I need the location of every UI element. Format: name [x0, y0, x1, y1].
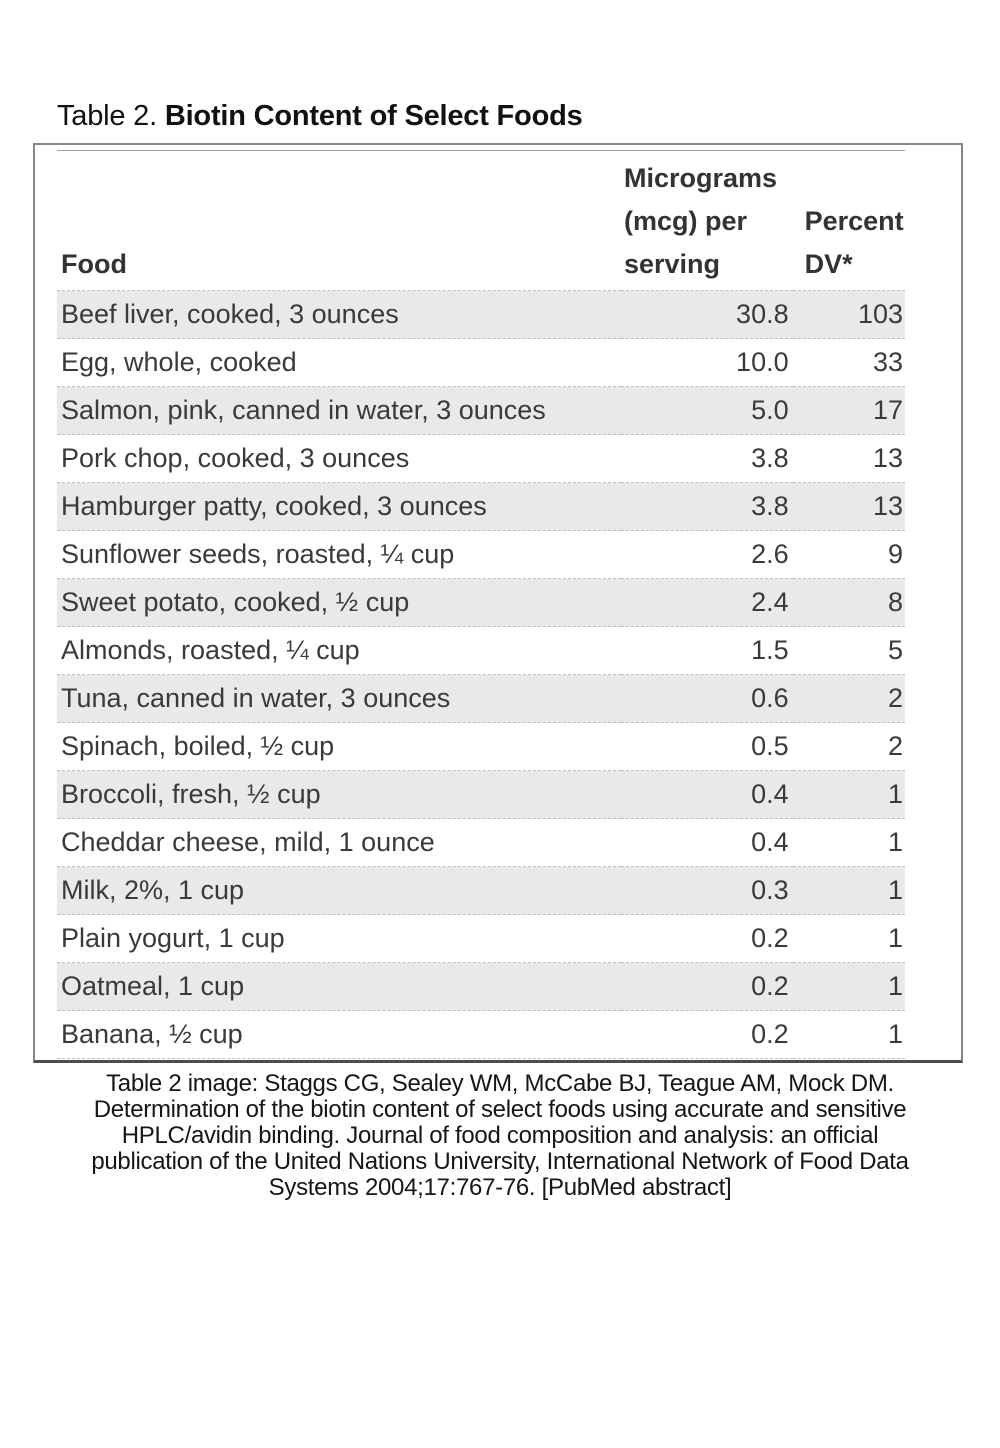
column-header-percent-dv: Percent DV*: [792, 150, 905, 292]
mcg-cell: 1.5: [620, 626, 793, 676]
mcg-cell: 0.5: [620, 722, 793, 772]
table-body: Beef liver, cooked, 3 ounces 30.8 103 Egg, …: [57, 290, 905, 1060]
dv-cell: 13: [792, 434, 905, 484]
citation-line: Determination of the biotin content of s…: [93, 1096, 907, 1124]
table-row: Milk, 2%, 1 cup 0.3 1: [57, 866, 905, 916]
dv-cell: 2: [792, 722, 905, 772]
food-cell: Hamburger patty, cooked, 3 ounces: [57, 482, 621, 532]
food-cell: Banana, ½ cup: [57, 1010, 621, 1060]
food-cell: Almonds, roasted, ¼ cup: [57, 626, 621, 676]
dv-cell: 17: [792, 386, 905, 436]
citation-line: publication of the United Nations Univer…: [91, 1148, 909, 1176]
mcg-cell: 10.0: [620, 338, 793, 388]
table-row: Almonds, roasted, ¼ cup 1.5 5: [57, 626, 905, 676]
table-row: Broccoli, fresh, ½ cup 0.4 1: [57, 770, 905, 820]
food-cell: Tuna, canned in water, 3 ounces: [57, 674, 621, 724]
food-cell: Beef liver, cooked, 3 ounces: [57, 290, 621, 340]
dv-cell: 1: [792, 866, 905, 916]
dv-cell: 2: [792, 674, 905, 724]
citation-line: HPLC/avidin binding. Journal of food com…: [121, 1122, 879, 1150]
table-row: Sunflower seeds, roasted, ¼ cup 2.6 9: [57, 530, 905, 580]
table-number-label: Table 2.: [57, 100, 165, 132]
dv-cell: 1: [792, 818, 905, 868]
food-cell: Sunflower seeds, roasted, ¼ cup: [57, 530, 621, 580]
mcg-cell: 0.3: [620, 866, 793, 916]
food-cell: Pork chop, cooked, 3 ounces: [57, 434, 621, 484]
food-cell: Broccoli, fresh, ½ cup: [57, 770, 621, 820]
mcg-cell: 0.2: [620, 1010, 793, 1060]
table-row: Cheddar cheese, mild, 1 ounce 0.4 1: [57, 818, 905, 868]
dv-cell: 1: [792, 1010, 905, 1060]
mcg-cell: 0.4: [620, 818, 793, 868]
table-title-text: Biotin Content of Select Foods: [164, 100, 583, 132]
mcg-cell: 0.2: [620, 962, 793, 1012]
mcg-cell: 0.6: [620, 674, 793, 724]
food-cell: Cheddar cheese, mild, 1 ounce: [57, 818, 621, 868]
mcg-cell: 2.6: [620, 530, 793, 580]
mcg-cell: 3.8: [620, 482, 793, 532]
mcg-cell: 5.0: [620, 386, 793, 436]
dv-cell: 103: [792, 290, 905, 340]
food-cell: Spinach, boiled, ½ cup: [57, 722, 621, 772]
dv-cell: 33: [792, 338, 905, 388]
table-row: Pork chop, cooked, 3 ounces 3.8 13: [57, 434, 905, 484]
mcg-cell: 0.2: [620, 914, 793, 964]
table-row: Banana, ½ cup 0.2 1: [57, 1010, 905, 1060]
table-row: Hamburger patty, cooked, 3 ounces 3.8 13: [57, 482, 905, 532]
food-cell: Oatmeal, 1 cup: [57, 962, 621, 1012]
food-cell: Salmon, pink, canned in water, 3 ounces: [57, 386, 621, 436]
mcg-cell: 2.4: [620, 578, 793, 628]
dv-cell: 9: [792, 530, 905, 580]
table-row: Salmon, pink, canned in water, 3 ounces 5…: [57, 386, 905, 436]
dv-cell: 8: [792, 578, 905, 628]
table-row: Egg, whole, cooked 10.0 33: [57, 338, 905, 388]
dv-cell: 13: [792, 482, 905, 532]
biotin-table: Food Micrograms (mcg) per serving Percen…: [57, 150, 905, 1060]
page-title: Table 2. Biotin Content of Select Foods: [57, 98, 1000, 134]
mcg-cell: 0.4: [620, 770, 793, 820]
dv-cell: 1: [792, 962, 905, 1012]
dv-cell: 1: [792, 914, 905, 964]
citation-line: Systems 2004;17:767-76. [PubMed abstract…: [268, 1174, 732, 1202]
dv-cell: 1: [792, 770, 905, 820]
table-row: Beef liver, cooked, 3 ounces 30.8 103: [57, 290, 905, 340]
table-row: Plain yogurt, 1 cup 0.2 1: [57, 914, 905, 964]
table-row: Sweet potato, cooked, ½ cup 2.4 8: [57, 578, 905, 628]
food-cell: Milk, 2%, 1 cup: [57, 866, 621, 916]
table-header: Food Micrograms (mcg) per serving Percen…: [57, 150, 905, 292]
food-cell: Egg, whole, cooked: [57, 338, 621, 388]
biotin-table-container: Food Micrograms (mcg) per serving Percen…: [33, 143, 963, 1064]
food-cell: Plain yogurt, 1 cup: [57, 914, 621, 964]
citation-line: Table 2 image: Staggs CG, Sealey WM, McC…: [106, 1070, 894, 1098]
column-header-mcg: Micrograms (mcg) per serving: [620, 150, 793, 292]
header-row: Food Micrograms (mcg) per serving Percen…: [57, 150, 905, 292]
dv-cell: 5: [792, 626, 905, 676]
table-row: Tuna, canned in water, 3 ounces 0.6 2: [57, 674, 905, 724]
mcg-cell: 3.8: [620, 434, 793, 484]
table-row: Oatmeal, 1 cup 0.2 1: [57, 962, 905, 1012]
citation: Table 2 image: Staggs CG, Sealey WM, McC…: [0, 1071, 1000, 1201]
mcg-cell: 30.8: [620, 290, 793, 340]
food-cell: Sweet potato, cooked, ½ cup: [57, 578, 621, 628]
column-header-food: Food: [57, 150, 621, 292]
table-row: Spinach, boiled, ½ cup 0.5 2: [57, 722, 905, 772]
